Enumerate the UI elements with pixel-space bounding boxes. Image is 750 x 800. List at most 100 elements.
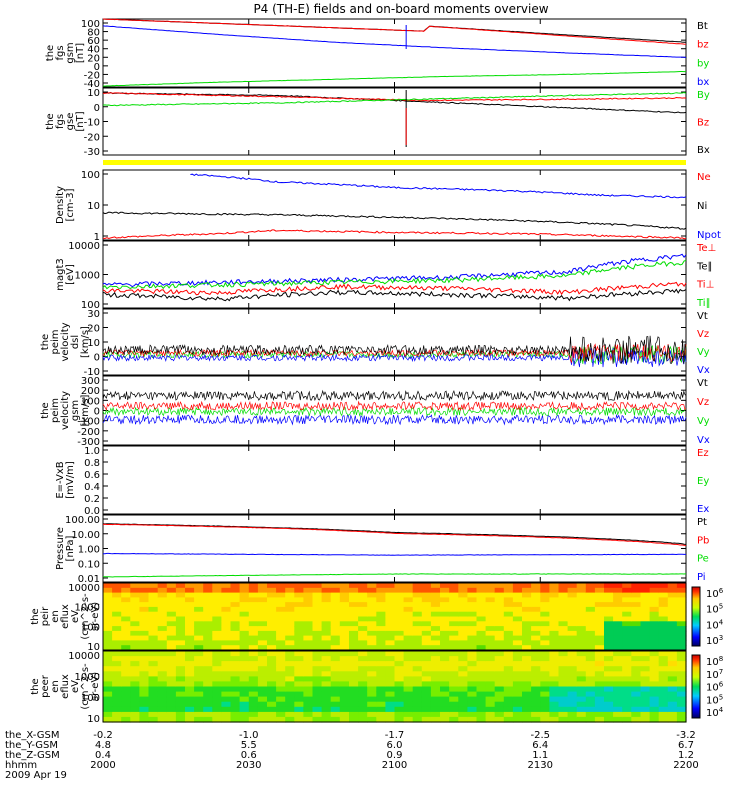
spectrogram-cell: [531, 687, 541, 693]
spectrogram-cell: [458, 588, 468, 593]
spectrogram-cell: [458, 692, 468, 698]
spectrogram-cell: [358, 636, 368, 641]
spectrogram-cell: [313, 661, 323, 667]
spectrogram-cell: [249, 621, 259, 626]
spectrogram-cell: [595, 626, 605, 631]
spectrogram-cell: [659, 612, 669, 617]
spectrogram-cell: [641, 593, 651, 598]
spectrogram-cell: [604, 651, 614, 657]
spectrogram-cell: [549, 602, 559, 607]
spectrogram-cell: [522, 617, 532, 622]
spectrogram-cell: [158, 612, 168, 617]
spectrogram-cell: [449, 681, 459, 687]
spectrogram-cell: [303, 661, 313, 667]
spectrogram-cell: [331, 681, 341, 687]
spectrogram-cell: [622, 661, 632, 667]
spectrogram-cell: [431, 640, 441, 645]
spectrogram-cell: [549, 666, 559, 672]
legend-entry: bz: [697, 40, 709, 51]
colorbar-exponent: 5: [719, 693, 723, 701]
spectrogram-cell: [613, 676, 623, 682]
spectrogram-cell: [659, 676, 669, 682]
spectrogram-cell: [595, 676, 605, 682]
spectrogram-cell: [668, 640, 678, 645]
spectrogram-cell: [440, 692, 450, 698]
spectrogram-cell: [285, 707, 295, 713]
colorbar-label: 104: [706, 706, 724, 719]
spectrogram-cell: [422, 636, 432, 641]
spectrogram-cell: [677, 697, 687, 703]
spectrogram-cell: [294, 631, 304, 636]
spectrogram-cell: [158, 707, 168, 713]
spectrogram-cell: [221, 612, 231, 617]
legend-entry: Vt: [697, 311, 708, 322]
spectrogram-cell: [340, 621, 350, 626]
spectrogram-cell: [404, 631, 414, 636]
spectrogram-cell: [540, 661, 550, 667]
spectrogram-cell: [231, 707, 241, 713]
spectrogram-cell: [385, 607, 395, 612]
spectrogram-cell: [194, 712, 204, 718]
spectrogram-cell: [477, 692, 487, 698]
spectrogram-cell: [659, 671, 669, 677]
spectrogram-cell: [513, 588, 523, 593]
spectrogram-cell: [495, 626, 505, 631]
spectrogram-cell: [294, 593, 304, 598]
spectrogram-cell: [568, 583, 578, 588]
spectrogram-cell: [413, 707, 423, 713]
spectrogram-cell: [240, 612, 250, 617]
spectrogram-cell: [431, 631, 441, 636]
spectrogram-cell: [249, 588, 259, 593]
spectrogram-cell: [449, 697, 459, 703]
spectrogram-cell: [513, 676, 523, 682]
spectrogram-cell: [149, 671, 159, 677]
spectrogram-cell: [422, 593, 432, 598]
spectrogram-cell: [504, 626, 514, 631]
spectrogram-cell: [395, 692, 405, 698]
spectrogram-cell: [650, 687, 660, 693]
spectrogram-cell: [540, 593, 550, 598]
spectrogram-cell: [477, 588, 487, 593]
spectrogram-cell: [376, 687, 386, 693]
spectrogram-cell: [577, 607, 587, 612]
spectrogram-cell: [659, 681, 669, 687]
spectrogram-cell: [367, 666, 377, 672]
spectrogram-cell: [258, 687, 268, 693]
spectrogram-cell: [240, 593, 250, 598]
spectrogram-cell: [631, 656, 641, 662]
spectrogram-cell: [577, 702, 587, 708]
y-tick-label: 0.10: [78, 559, 100, 570]
spectrogram-cell: [194, 666, 204, 672]
spectrogram-cell: [513, 702, 523, 708]
spectrogram-cell: [149, 640, 159, 645]
spectrogram-cell: [112, 681, 122, 687]
spectrogram-cell: [203, 602, 213, 607]
spectrogram-cell: [103, 687, 113, 693]
legend-entry: Vx: [697, 435, 710, 446]
spectrogram-cell: [149, 593, 159, 598]
spectrogram-cell: [586, 676, 596, 682]
spectrogram-cell: [641, 676, 651, 682]
spectrogram-cell: [349, 636, 359, 641]
spectrogram-cell: [121, 692, 131, 698]
spectrogram-cell: [395, 656, 405, 662]
spectrogram-cell: [231, 687, 241, 693]
series-line-Ni: [103, 212, 686, 229]
spectrogram-cell: [112, 651, 122, 657]
colorbar-label: 106: [706, 681, 724, 694]
spectrogram-cell: [568, 681, 578, 687]
spectrogram-cell: [285, 712, 295, 718]
spectrogram-cell: [103, 626, 113, 631]
legend-entry: Pi: [697, 572, 706, 583]
spectrogram-cell: [158, 583, 168, 588]
spectrogram-cell: [231, 692, 241, 698]
spectrogram-cell: [276, 676, 286, 682]
spectrogram-cell: [139, 593, 149, 598]
spectrogram-cell: [112, 661, 122, 667]
spectrogram-cell: [467, 666, 477, 672]
spectrogram-cell: [504, 702, 514, 708]
spectrogram-cell: [568, 597, 578, 602]
spectrogram-cell: [631, 621, 641, 626]
spectrogram-cell: [221, 676, 231, 682]
